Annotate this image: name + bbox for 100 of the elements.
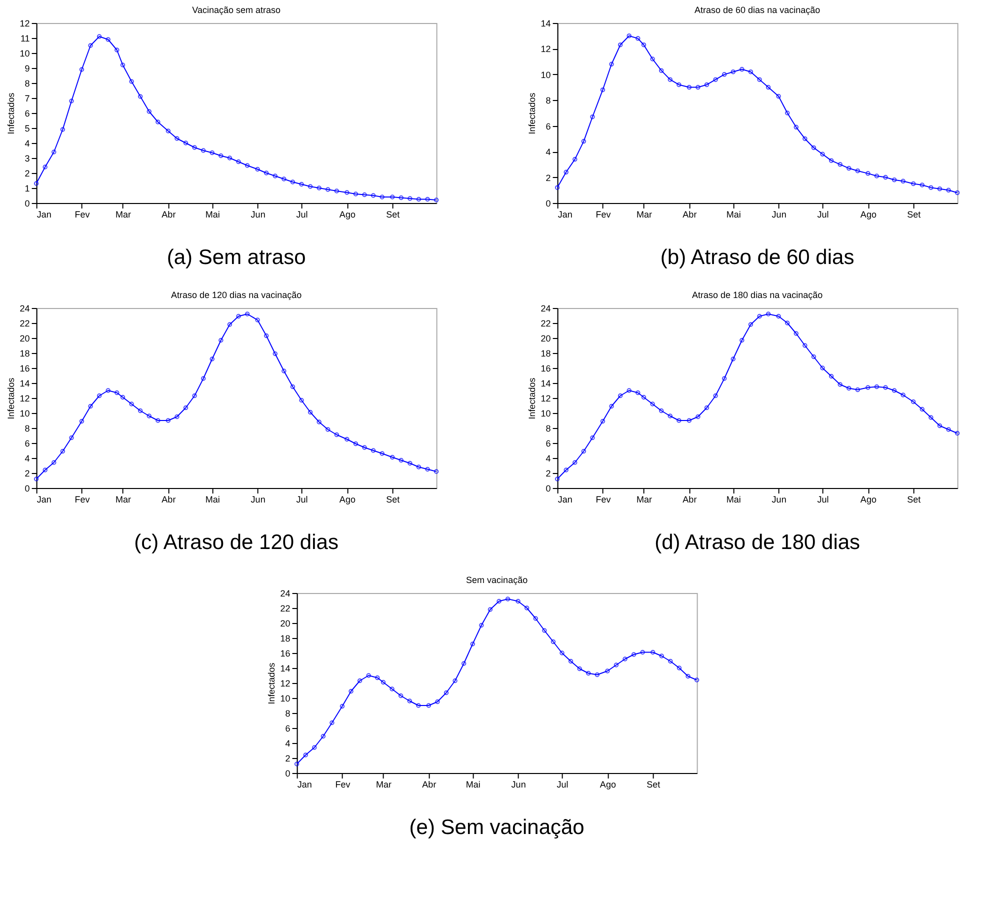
x-tick-label: Jan bbox=[558, 494, 572, 504]
y-tick-label: 2 bbox=[546, 172, 551, 183]
y-tick-label: 16 bbox=[20, 364, 30, 374]
point bbox=[326, 187, 330, 192]
point bbox=[272, 351, 278, 356]
y-axis-title: Infectados bbox=[526, 377, 537, 420]
point bbox=[600, 87, 606, 92]
x-tick-label: Mar bbox=[116, 494, 132, 504]
point bbox=[380, 680, 386, 685]
point bbox=[696, 84, 700, 90]
y-tick-label: 14 bbox=[280, 664, 290, 674]
y-tick-label: 0 bbox=[24, 198, 30, 208]
y-tick-label: 10 bbox=[540, 408, 551, 418]
point bbox=[380, 451, 384, 456]
point bbox=[676, 418, 682, 423]
point bbox=[586, 670, 591, 676]
point bbox=[581, 448, 586, 454]
x-tick-label: Abr bbox=[682, 494, 697, 504]
x-tick-label: Fev bbox=[335, 780, 351, 790]
x-tick-label: Mar bbox=[116, 210, 132, 220]
y-tick-label: 5 bbox=[24, 124, 30, 134]
point bbox=[748, 322, 754, 327]
point bbox=[299, 182, 304, 187]
point bbox=[416, 703, 421, 708]
point bbox=[920, 182, 925, 188]
x-tick-label: Mar bbox=[636, 210, 652, 220]
point bbox=[892, 388, 897, 393]
x-tick-label: Jan bbox=[558, 210, 572, 220]
y-tick-label: 22 bbox=[540, 318, 551, 328]
point bbox=[855, 168, 860, 174]
point bbox=[88, 43, 93, 48]
x-tick-label: Ago bbox=[860, 210, 876, 220]
y-tick-label: 2 bbox=[285, 754, 290, 764]
point bbox=[618, 42, 623, 48]
y-tick-label: 24 bbox=[540, 304, 551, 314]
point bbox=[668, 77, 673, 82]
point bbox=[496, 598, 502, 604]
point bbox=[516, 598, 520, 604]
x-tick-label: Mai bbox=[205, 494, 220, 504]
point bbox=[757, 314, 762, 319]
point bbox=[398, 195, 404, 200]
point bbox=[658, 68, 664, 73]
y-tick-label: 24 bbox=[280, 588, 290, 598]
point bbox=[218, 338, 224, 343]
y-axis-title: Infectados bbox=[526, 92, 537, 134]
point bbox=[60, 448, 66, 454]
point bbox=[380, 194, 384, 200]
point bbox=[757, 77, 762, 82]
point bbox=[425, 466, 430, 472]
point bbox=[550, 639, 556, 644]
point bbox=[740, 338, 744, 343]
point bbox=[776, 94, 781, 99]
point bbox=[316, 186, 322, 190]
y-tick-label: 6 bbox=[546, 121, 551, 132]
point bbox=[60, 127, 66, 132]
point bbox=[659, 654, 664, 658]
y-tick-label: 1 bbox=[24, 184, 30, 194]
point bbox=[330, 720, 334, 726]
point bbox=[320, 734, 326, 739]
point bbox=[609, 404, 614, 409]
point bbox=[192, 393, 197, 398]
point bbox=[740, 66, 744, 72]
point bbox=[622, 656, 628, 662]
point bbox=[722, 72, 727, 77]
point bbox=[200, 376, 206, 381]
point bbox=[282, 368, 286, 374]
point bbox=[138, 408, 143, 414]
point bbox=[846, 386, 852, 391]
point bbox=[802, 136, 808, 142]
y-tick-label: 12 bbox=[20, 18, 30, 28]
point bbox=[470, 642, 476, 646]
point bbox=[581, 138, 586, 144]
x-tick-label: Set bbox=[386, 210, 400, 220]
y-tick-label: 7 bbox=[24, 94, 30, 104]
y-tick-label: 4 bbox=[546, 454, 551, 464]
point bbox=[686, 84, 692, 90]
x-tick-label: Mai bbox=[205, 210, 220, 220]
point bbox=[362, 192, 367, 198]
point bbox=[572, 460, 578, 465]
point bbox=[166, 418, 171, 423]
point bbox=[784, 110, 790, 116]
point bbox=[416, 464, 422, 470]
x-tick-label: Mai bbox=[466, 780, 480, 790]
y-tick-label: 14 bbox=[540, 18, 551, 28]
point bbox=[370, 448, 376, 453]
point bbox=[69, 435, 74, 440]
point bbox=[106, 37, 110, 42]
point bbox=[353, 441, 358, 446]
x-tick-label: Jul bbox=[817, 210, 829, 220]
y-axis-title: Infectados bbox=[266, 662, 276, 704]
y-tick-label: 10 bbox=[20, 408, 30, 418]
y-tick-label: 2 bbox=[24, 468, 30, 478]
y-tick-label: 6 bbox=[24, 438, 30, 448]
point bbox=[348, 688, 354, 694]
point bbox=[802, 343, 808, 348]
point bbox=[166, 128, 171, 134]
point bbox=[590, 114, 595, 120]
point bbox=[636, 36, 640, 41]
y-tick-label: 20 bbox=[540, 334, 551, 344]
point bbox=[676, 82, 682, 88]
